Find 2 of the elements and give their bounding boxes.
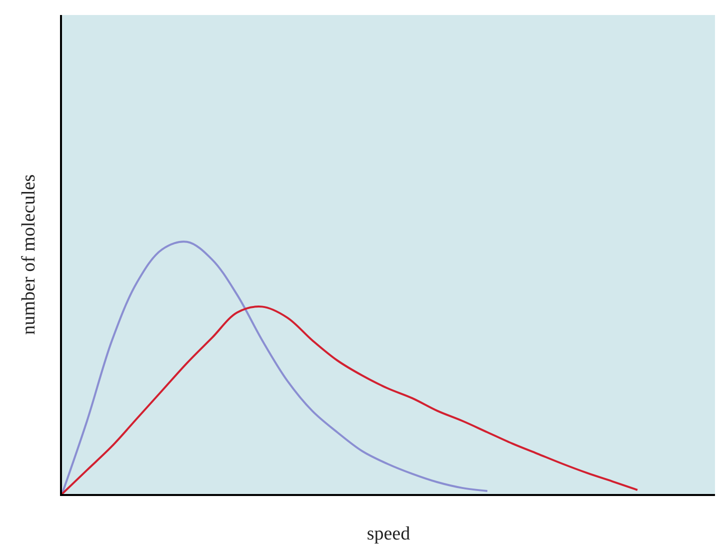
x-axis-title: speed: [366, 524, 411, 544]
y-axis-title: number of molecules: [18, 174, 40, 335]
